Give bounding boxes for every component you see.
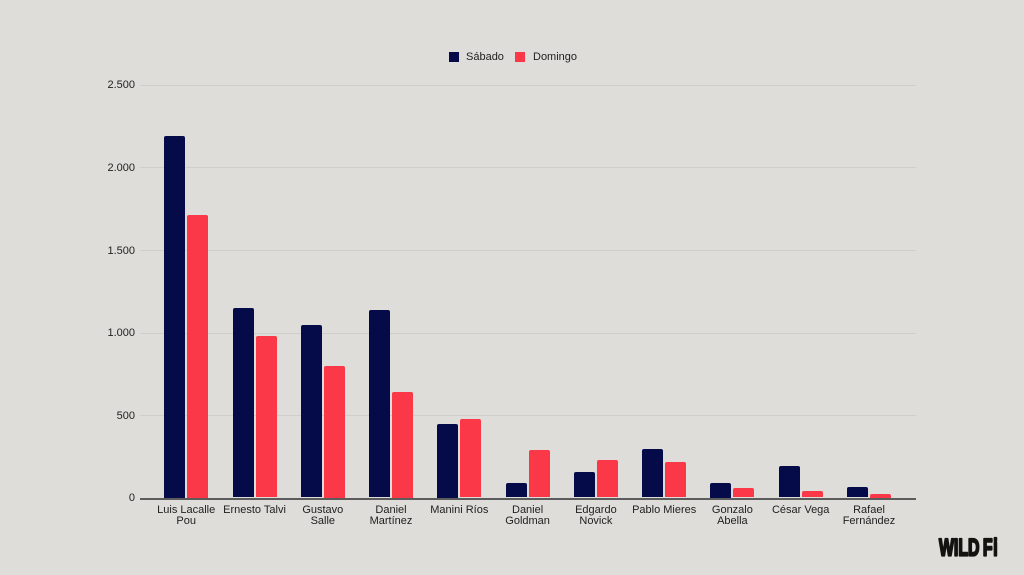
svg-text:WILD: WILD (939, 535, 979, 561)
svg-text:Fi: Fi (983, 535, 998, 561)
